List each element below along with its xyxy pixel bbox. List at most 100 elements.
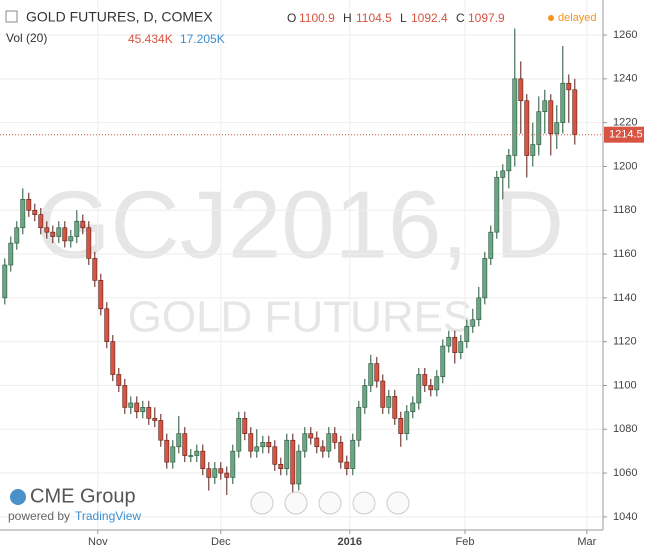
candle-body xyxy=(434,376,440,391)
candle-body xyxy=(506,155,512,172)
y-tick-label: 1040 xyxy=(613,511,637,523)
candle-body xyxy=(158,420,164,441)
candle-body xyxy=(410,402,416,413)
x-tick-label: 2016 xyxy=(338,536,362,548)
candle-body xyxy=(128,402,134,408)
candle-body xyxy=(350,439,356,469)
candle-body xyxy=(440,345,446,377)
x-tick-label: Nov xyxy=(88,536,108,548)
nav-button[interactable] xyxy=(250,491,274,515)
candle-body xyxy=(194,450,200,456)
branding: CME Group powered by TradingView xyxy=(8,485,141,523)
candle-body xyxy=(554,122,560,134)
y-tick-label: 1060 xyxy=(613,467,637,479)
y-tick-label: 1260 xyxy=(613,29,637,41)
h-value: 1104.5 xyxy=(356,11,392,25)
nav-button[interactable] xyxy=(386,491,410,515)
candle-body xyxy=(140,407,146,413)
nav-button[interactable] xyxy=(284,491,308,515)
candle-body xyxy=(26,198,32,211)
candle-body xyxy=(44,227,50,233)
candle-body xyxy=(392,396,398,419)
candle-body xyxy=(464,326,470,342)
candle-body xyxy=(122,385,128,408)
candle-body xyxy=(218,468,224,474)
candle-body xyxy=(272,446,278,465)
y-tick-label: 1140 xyxy=(613,292,637,304)
candle-body xyxy=(344,461,350,469)
nav-button[interactable] xyxy=(352,491,376,515)
candle-body xyxy=(560,82,566,123)
c-label: C xyxy=(456,11,465,25)
o-value: 1100.9 xyxy=(299,11,335,25)
candle-body xyxy=(326,433,332,452)
candle-body xyxy=(134,402,140,413)
candle-body xyxy=(458,341,464,353)
candle-body xyxy=(470,319,476,327)
candle-body xyxy=(296,450,302,485)
l-label: L xyxy=(400,11,407,25)
candle-body xyxy=(566,82,572,91)
candle-body xyxy=(314,437,320,448)
candle-body xyxy=(302,433,308,452)
candle-body xyxy=(572,89,578,135)
candle-body xyxy=(290,439,296,485)
candle-body xyxy=(452,336,458,353)
candle-body xyxy=(182,433,188,456)
candle-body xyxy=(488,231,494,259)
y-tick-label: 1220 xyxy=(613,117,637,129)
candle-body xyxy=(8,242,14,266)
candle-body xyxy=(380,380,386,408)
status-dot xyxy=(548,15,554,21)
header: GOLD FUTURES, D, COMEX O 1100.9 H 1104.5… xyxy=(5,9,597,46)
candle-body xyxy=(152,418,158,421)
candle-body xyxy=(284,439,290,469)
symbol: GOLD FUTURES, D, COMEX xyxy=(26,9,213,25)
candle-body xyxy=(428,385,434,391)
candle-body xyxy=(320,446,326,452)
candle-body xyxy=(308,433,314,439)
candle-body xyxy=(446,336,452,347)
powered: powered by xyxy=(8,509,70,523)
status: delayed xyxy=(558,12,597,24)
candle-body xyxy=(260,442,266,448)
candle-body xyxy=(14,227,20,244)
candle-body xyxy=(530,144,536,156)
candle-body xyxy=(278,463,284,469)
collapse-icon[interactable] xyxy=(5,10,18,23)
candle-body xyxy=(548,100,554,134)
watermark: GCJ2016, D xyxy=(36,171,564,278)
candle-body xyxy=(524,100,530,156)
candle-body xyxy=(86,227,92,259)
candle-body xyxy=(146,407,152,419)
candle-body xyxy=(476,297,482,321)
candle-body xyxy=(164,439,170,463)
candle-body xyxy=(74,220,80,237)
l-value: 1092.4 xyxy=(411,11,448,25)
candle-body xyxy=(110,341,116,375)
candle-body xyxy=(362,385,368,408)
candle-body xyxy=(92,258,98,281)
o-label: O xyxy=(287,11,296,25)
candle-body xyxy=(62,227,68,242)
candle-body xyxy=(242,418,248,434)
vol-label: Vol (20) xyxy=(6,31,47,45)
candle-body xyxy=(368,363,374,386)
nav-button[interactable] xyxy=(318,491,342,515)
candle-body xyxy=(386,396,392,408)
y-tick-label: 1120 xyxy=(613,336,637,348)
last-price-box xyxy=(604,126,644,143)
vol-value: 45.434K xyxy=(128,32,173,46)
candle-body xyxy=(542,100,548,112)
candle-body xyxy=(38,214,44,229)
candle-body xyxy=(20,198,26,229)
tv[interactable]: TradingView xyxy=(75,509,141,523)
candle-body xyxy=(512,78,518,156)
candle-body xyxy=(518,78,524,102)
candle-body xyxy=(374,363,380,382)
c-value: 1097.9 xyxy=(468,11,505,25)
candle-body xyxy=(104,308,110,342)
candle-body xyxy=(200,450,206,469)
x-tick-label: Mar xyxy=(577,536,596,548)
